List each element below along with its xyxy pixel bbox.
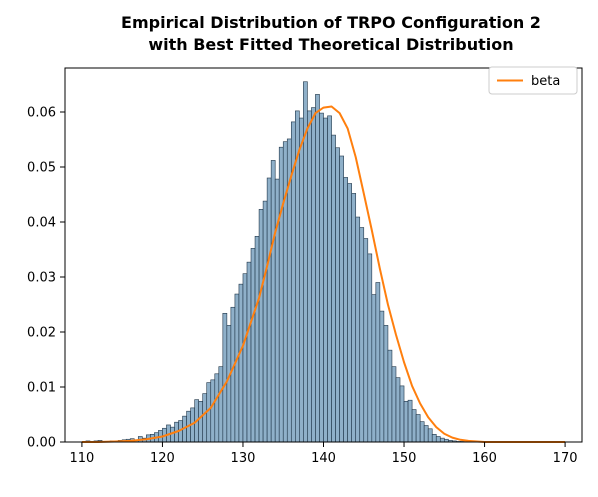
histogram-bar <box>347 183 352 443</box>
histogram-bar <box>415 414 421 443</box>
histogram-bar <box>435 436 441 443</box>
histogram-bar <box>331 134 336 443</box>
y-tick-label: 0.06 <box>27 106 56 121</box>
y-tick-label: 0.03 <box>27 271 56 286</box>
histogram-bar <box>210 379 216 443</box>
fitted-line-beta <box>81 105 566 443</box>
histogram-bar <box>343 177 348 443</box>
histogram-bar <box>411 409 417 443</box>
y-tick-label: 0.04 <box>27 216 56 231</box>
histogram-bar <box>379 310 385 443</box>
chart-title-line-1: Empirical Distribution of TRPO Configura… <box>121 13 541 32</box>
legend: beta <box>488 66 578 95</box>
histogram-bar <box>387 349 393 443</box>
histogram-bar <box>363 238 369 443</box>
histogram-bar <box>391 366 397 443</box>
legend-label-beta: beta <box>531 74 560 89</box>
histogram-bar <box>371 294 377 443</box>
chart-title-line-2: with Best Fitted Theoretical Distributio… <box>148 35 513 54</box>
histogram-bar <box>266 177 272 443</box>
histogram-bar <box>327 115 332 443</box>
x-tick-label: 170 <box>553 451 578 466</box>
histogram-bar <box>307 110 312 443</box>
histogram-bar <box>335 147 340 443</box>
histogram-bar <box>202 393 208 443</box>
histogram-bar <box>315 94 320 443</box>
histogram-bar <box>238 283 244 443</box>
histogram-bar <box>351 193 357 443</box>
x-axis-ticks: 110 120 130 140 150 160 170 <box>69 442 578 466</box>
histogram-bar <box>367 253 373 443</box>
histogram-bar <box>339 155 344 443</box>
histogram-bar <box>250 248 256 443</box>
histogram-bar <box>222 312 228 443</box>
histogram-bar <box>214 373 220 443</box>
histogram-bar <box>423 425 429 443</box>
histogram-bar <box>218 366 224 443</box>
histogram-bar <box>323 117 328 443</box>
x-tick-label: 110 <box>69 451 94 466</box>
x-tick-label: 140 <box>311 451 336 466</box>
histogram-bar <box>242 273 248 443</box>
histogram-bar <box>311 107 316 443</box>
histogram-bar <box>226 325 232 443</box>
x-tick-label: 160 <box>472 451 497 466</box>
histogram-bar <box>407 399 413 443</box>
histogram-bar <box>395 377 401 443</box>
histogram-bar <box>359 227 365 443</box>
legend-box <box>488 66 578 95</box>
histogram-bar <box>383 325 389 443</box>
histogram-bar <box>403 400 409 443</box>
histogram-bar <box>234 293 240 443</box>
histogram-bar <box>230 306 236 443</box>
x-tick-label: 120 <box>150 451 175 466</box>
y-axis-ticks: 0.00 0.01 0.02 0.03 0.04 0.05 0.06 <box>27 106 65 451</box>
histogram-bar <box>427 428 433 443</box>
histogram-bar <box>355 216 361 443</box>
histogram-bar <box>419 421 425 443</box>
histogram-bar <box>254 236 260 443</box>
histogram-bar <box>282 141 288 443</box>
histogram-bar <box>399 385 405 443</box>
histogram-bar <box>262 200 268 443</box>
histogram-bar <box>375 282 381 443</box>
y-tick-label: 0.02 <box>27 326 56 341</box>
histogram-bars <box>85 81 465 443</box>
y-tick-label: 0.00 <box>27 436 56 451</box>
histogram-bar <box>431 433 437 443</box>
y-tick-label: 0.05 <box>27 161 56 176</box>
x-tick-label: 130 <box>231 451 256 466</box>
histogram-bar <box>258 209 264 443</box>
histogram-bar <box>198 400 204 443</box>
histogram-bar <box>246 261 252 443</box>
fitted-line-group <box>81 105 566 443</box>
histogram-bar <box>270 160 276 443</box>
y-tick-label: 0.01 <box>27 381 56 396</box>
x-tick-label: 150 <box>392 451 417 466</box>
histogram-bar <box>439 437 445 443</box>
histogram-bar <box>278 146 284 443</box>
histogram-bar <box>319 112 324 443</box>
histogram-bar <box>299 117 304 443</box>
